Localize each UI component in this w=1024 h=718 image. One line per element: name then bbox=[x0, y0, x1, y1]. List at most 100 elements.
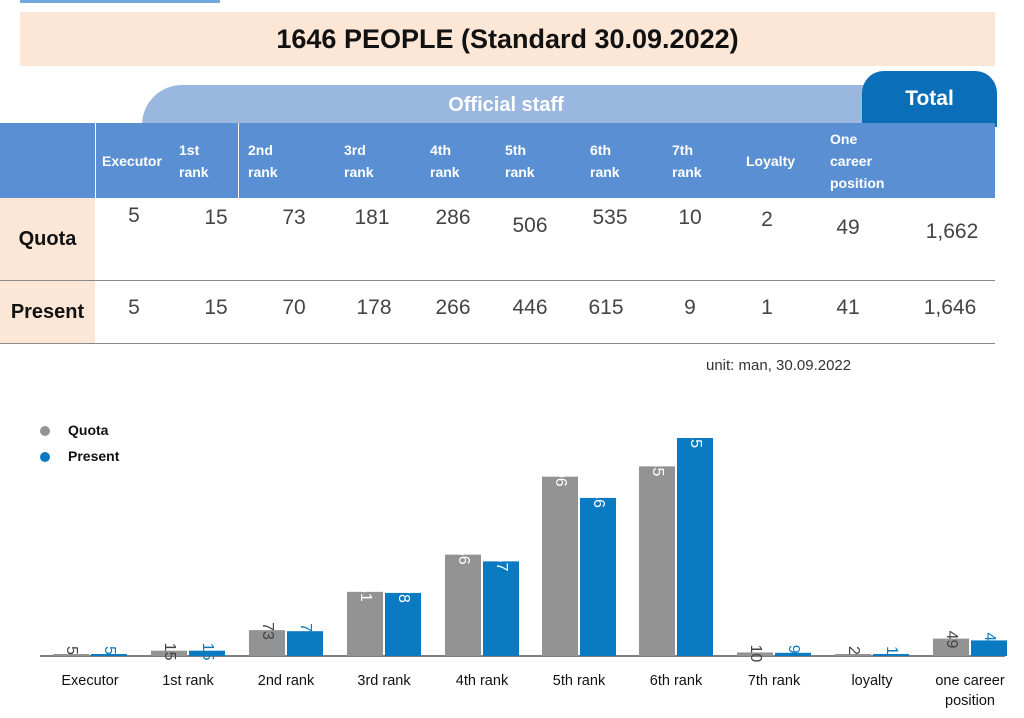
page-title: 1646 PEOPLE (Standard 30.09.2022) bbox=[276, 23, 739, 54]
quota-legend-dot bbox=[40, 426, 50, 436]
total-label: Total bbox=[905, 87, 954, 110]
quota-4th-rank: 286 bbox=[435, 206, 471, 229]
value-label-present-2nd-rank: 70 bbox=[297, 623, 314, 641]
quota-executor: 5 bbox=[128, 204, 140, 227]
row-label-quota: Quota bbox=[18, 227, 77, 250]
bar-quota-2nd-rank bbox=[249, 630, 285, 656]
present-4th-rank: 266 bbox=[435, 296, 471, 319]
header-divider bbox=[238, 123, 239, 198]
col-header-6th-rank: 6th rank bbox=[590, 141, 620, 180]
quota-loyalty: 2 bbox=[761, 208, 773, 231]
present-1st-rank: 15 bbox=[204, 296, 228, 319]
official-staff-band: Official staff bbox=[142, 85, 870, 125]
bar-quota-3rd-rank bbox=[347, 591, 383, 656]
top-accent-line bbox=[20, 0, 220, 3]
value-label-present-3rd-rank: 178 bbox=[395, 576, 412, 603]
col-header-3rd-rank: 3rd rank bbox=[344, 141, 374, 180]
bar-present-4th-rank bbox=[483, 561, 519, 656]
x-tick-label-executor: Executor bbox=[61, 673, 118, 689]
header-divider bbox=[95, 123, 96, 198]
x-tick-label-5th-rank: 5th rank bbox=[553, 673, 606, 689]
row-label-present: Present bbox=[10, 300, 85, 323]
bar-present-2nd-rank bbox=[287, 631, 323, 656]
bar-quota-6th-rank bbox=[639, 466, 675, 656]
present-3rd-rank: 178 bbox=[356, 296, 392, 319]
official-staff-label: Official staff bbox=[448, 93, 564, 116]
quota-5th-rank: 506 bbox=[512, 214, 548, 237]
col-header-4th-rank: 4th rank bbox=[430, 141, 460, 180]
x-tick-label-4th-rank: 4th rank bbox=[456, 673, 509, 689]
quota-total: 1,662 bbox=[925, 220, 979, 243]
col-header-5th-rank: 5th rank bbox=[505, 141, 535, 180]
value-label-present-1st-rank: 15 bbox=[199, 643, 216, 661]
row-divider bbox=[0, 343, 995, 344]
quota-3rd-rank: 181 bbox=[354, 206, 390, 229]
col-header-1st-rank: 1st rank bbox=[179, 141, 209, 180]
quota-7th-rank: 10 bbox=[678, 206, 702, 229]
quota-6th-rank: 535 bbox=[592, 206, 628, 229]
value-label-quota-7th-rank: 10 bbox=[747, 644, 764, 662]
bar-present-3rd-rank bbox=[385, 592, 421, 656]
value-label-present-one-career-position: 44 bbox=[981, 632, 998, 650]
present-2nd-rank: 70 bbox=[282, 296, 306, 319]
bar-quota-loyalty bbox=[835, 654, 871, 656]
x-tick-label-7th-rank: 7th rank bbox=[748, 673, 801, 689]
bar-quota-4th-rank bbox=[445, 554, 481, 656]
value-label-present-4th-rank: 267 bbox=[493, 545, 510, 572]
bar-quota-7th-rank bbox=[737, 652, 773, 656]
present-loyalty: 1 bbox=[761, 296, 773, 319]
col-header-7th-rank: 7th rank bbox=[672, 141, 702, 180]
bar-present-1st-rank bbox=[189, 650, 225, 656]
present-label-bg bbox=[0, 281, 95, 343]
value-label-quota-2nd-rank: 73 bbox=[259, 622, 276, 640]
bar-present-5th-rank bbox=[580, 497, 616, 656]
x-tick-label-one-career-position: one career bbox=[935, 673, 1004, 689]
value-label-quota-5th-rank: 506 bbox=[552, 460, 569, 487]
value-label-present-7th-rank: 9 bbox=[785, 645, 802, 654]
bar-quota-5th-rank bbox=[542, 476, 578, 656]
value-label-quota-6th-rank: 535 bbox=[649, 450, 666, 477]
quota-1st-rank: 15 bbox=[204, 206, 228, 229]
table-header-row: Executor 1st rank 2nd rank 3rd rank 4th … bbox=[0, 123, 995, 198]
x-tick-label-2nd-rank: 2nd rank bbox=[258, 673, 315, 689]
x-tick-label-6th-rank: 6th rank bbox=[650, 673, 703, 689]
present-5th-rank: 446 bbox=[512, 296, 548, 319]
present-executor: 5 bbox=[128, 296, 140, 319]
quota-2nd-rank: 73 bbox=[282, 206, 306, 229]
present-6th-rank: 615 bbox=[588, 296, 624, 319]
present-7th-rank: 9 bbox=[684, 296, 696, 319]
unit-note: unit: man, 30.09.2022 bbox=[706, 357, 852, 374]
value-label-quota-executor: 5 bbox=[63, 646, 80, 655]
title-banner: 1646 PEOPLE (Standard 30.09.2022) bbox=[20, 12, 995, 66]
quota-one-career-position: 49 bbox=[836, 216, 860, 239]
x-tick-label-3rd-rank: 3rd rank bbox=[357, 673, 411, 689]
value-label-present-loyalty: 1 bbox=[883, 646, 900, 655]
value-label-quota-one-career-position: 49 bbox=[943, 631, 960, 649]
bar-quota-1st-rank bbox=[151, 650, 187, 656]
col-header-loyalty: Loyalty bbox=[746, 152, 796, 169]
bar-quota-one-career-position bbox=[933, 638, 969, 656]
col-header-executor: Executor bbox=[102, 152, 162, 169]
value-label-quota-1st-rank: 15 bbox=[161, 643, 178, 661]
bar-present-7th-rank bbox=[775, 652, 811, 656]
value-label-quota-4th-rank: 286 bbox=[455, 538, 472, 565]
col-header-2nd-rank: 2nd rank bbox=[248, 141, 278, 180]
quota-label-bg bbox=[0, 198, 95, 280]
col-header-one-career-position: One career position bbox=[830, 130, 885, 191]
legend-label-quota: Quota bbox=[68, 422, 109, 438]
bar-quota-executor bbox=[53, 654, 89, 656]
value-label-quota-3rd-rank: 181 bbox=[357, 575, 374, 602]
value-label-present-5th-rank: 446 bbox=[590, 481, 607, 508]
value-label-quota-loyalty: 2 bbox=[845, 646, 862, 655]
present-legend-dot bbox=[40, 452, 50, 462]
bar-present-loyalty bbox=[873, 654, 909, 656]
x-tick-label-one-career-position: position bbox=[945, 693, 995, 709]
present-total: 1,646 bbox=[923, 296, 977, 319]
value-label-present-executor: 5 bbox=[101, 646, 118, 655]
present-one-career-position: 41 bbox=[836, 296, 860, 319]
x-tick-label-loyalty: loyalty bbox=[851, 673, 893, 689]
bar-present-6th-rank bbox=[677, 438, 713, 656]
value-label-present-6th-rank: 615 bbox=[687, 421, 704, 448]
legend-label-present: Present bbox=[68, 448, 120, 464]
